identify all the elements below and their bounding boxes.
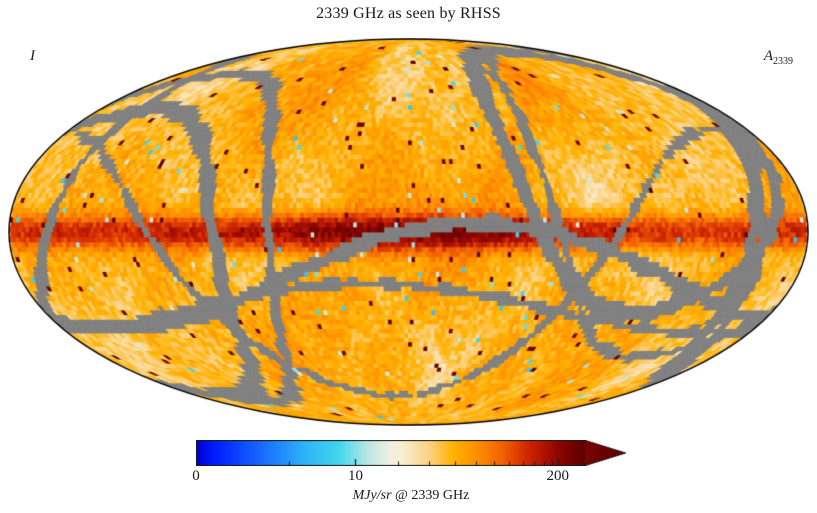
page-title: 2339 GHz as seen by RHSS bbox=[316, 5, 501, 22]
colorbar-unit-label: MJy/sr @ 2339 GHz bbox=[196, 488, 626, 504]
colorbar: 0 10 200 MJy/sr @ 2339 GHz bbox=[192, 440, 626, 510]
sky-map-canvas bbox=[8, 38, 809, 426]
colorbar-unit-rest: @ 2339 GHz bbox=[391, 488, 470, 503]
colorbar-tick-label-min: 0 bbox=[192, 468, 200, 484]
colorbar-gradient bbox=[196, 440, 626, 466]
colorbar-tick-label-max: 200 bbox=[546, 468, 570, 484]
mollweide-sky-map bbox=[8, 38, 809, 426]
colorbar-tick-label-mid: 10 bbox=[347, 468, 363, 484]
colorbar-unit-italic: MJy/sr bbox=[352, 488, 392, 503]
